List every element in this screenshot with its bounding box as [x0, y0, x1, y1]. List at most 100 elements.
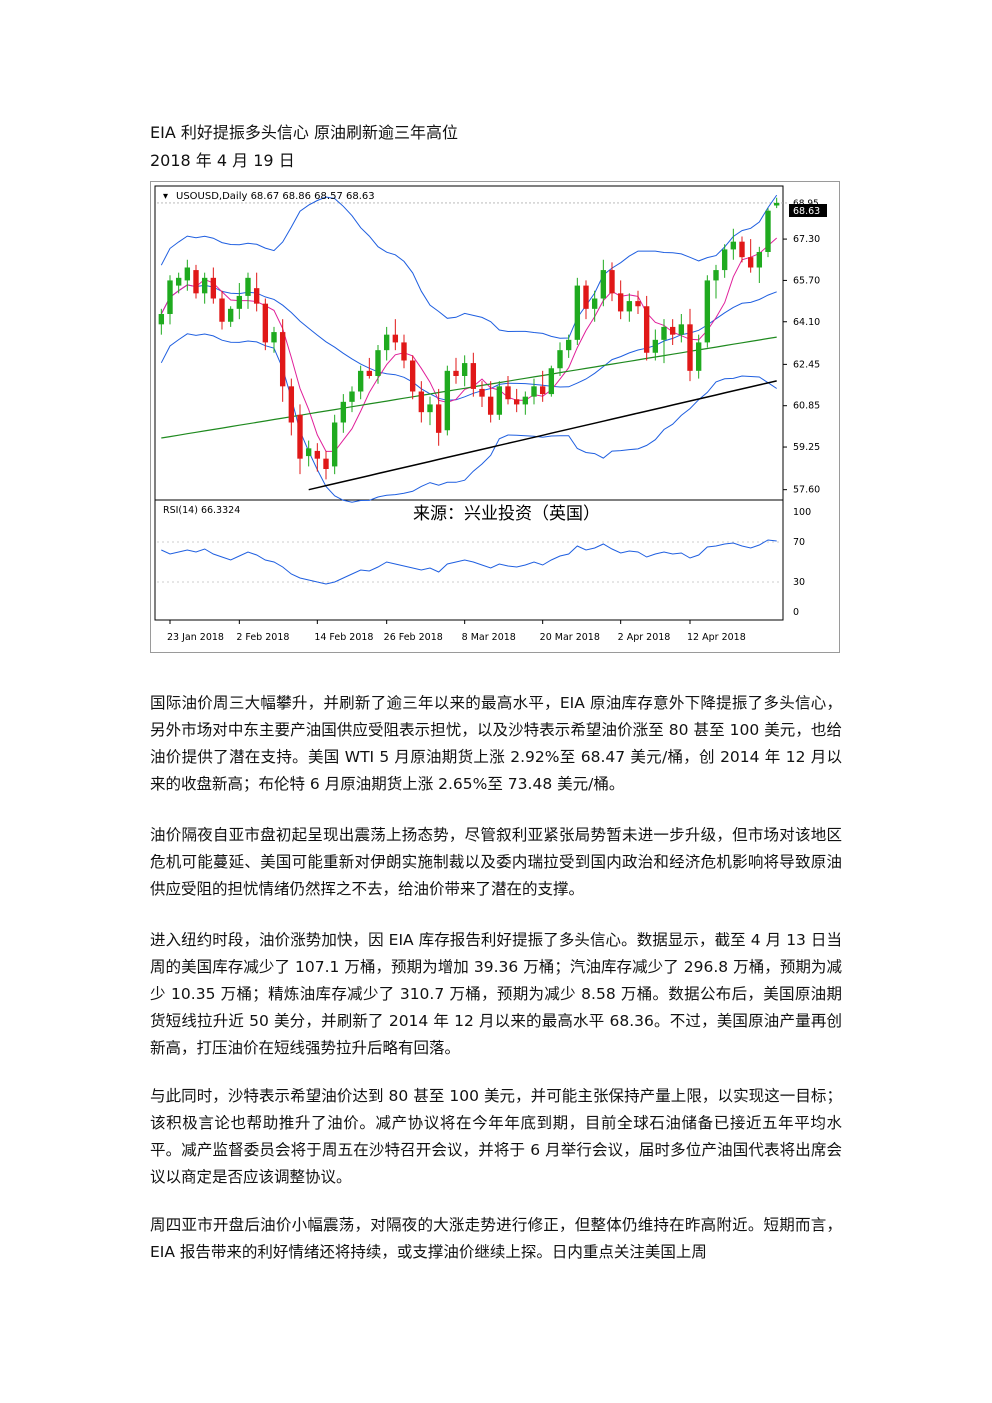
candle-body	[245, 277, 251, 296]
candle-body	[479, 388, 485, 397]
x-tick-label: 2 Apr 2018	[618, 632, 671, 643]
price-tick-label: 67.30	[793, 234, 820, 245]
candle-body	[747, 257, 754, 268]
candle-body	[401, 342, 407, 361]
slow-ma-line	[308, 380, 777, 491]
candle-body	[444, 370, 451, 431]
rsi-tick-label: 70	[793, 537, 805, 548]
candle-body	[617, 293, 624, 312]
candle-body	[713, 270, 719, 281]
candle-body	[539, 386, 546, 395]
candle-body	[461, 363, 468, 376]
x-tick-label: 20 Mar 2018	[540, 632, 600, 643]
candle-body	[470, 363, 477, 389]
candle-body	[721, 249, 728, 271]
candle-body	[435, 404, 442, 433]
mid-ma-line	[161, 336, 777, 439]
price-tick-label: 65.70	[793, 275, 820, 286]
rsi-tick-label: 30	[793, 577, 805, 588]
candle-body	[609, 270, 615, 294]
candle-body	[340, 401, 347, 423]
x-tick-label: 23 Jan 2018	[167, 632, 224, 643]
candle-body	[739, 241, 745, 258]
paragraph-1: 国际油价周三大幅攀升，并刷新了逾三年以来的最高水平，EIA 原油库存意外下降提振…	[150, 694, 842, 793]
candle-body	[314, 450, 321, 459]
candle-body	[375, 350, 381, 376]
candle-body	[505, 386, 511, 400]
candle-body	[643, 306, 650, 353]
price-tick-label: 59.25	[793, 442, 820, 453]
candle-body	[184, 267, 191, 281]
price-chart: ▾ USOUSD,Daily 68.67 68.86 68.57 68.63 R…	[150, 181, 840, 653]
candle-body	[730, 241, 737, 250]
candle-body	[531, 386, 537, 397]
candle-body	[158, 314, 165, 325]
bollinger-lower-line	[160, 333, 777, 503]
symbol-header: USOUSD,Daily 68.67 68.86 68.57 68.63	[176, 191, 375, 202]
rsi-tick-label: 0	[793, 607, 799, 618]
price-tick-label: 64.10	[793, 317, 820, 328]
candle-body	[288, 386, 295, 423]
candle-body	[565, 339, 572, 351]
candle-body	[626, 301, 633, 312]
candle-body	[305, 448, 312, 457]
candle-body	[167, 280, 173, 314]
candle-body	[574, 285, 581, 340]
price-tick-label: 62.45	[793, 359, 820, 370]
candle-body	[427, 404, 433, 413]
candle-body	[357, 370, 364, 392]
candle-body	[392, 334, 399, 343]
price-tick-label: 57.60	[793, 485, 820, 496]
candle-body	[253, 288, 260, 304]
candle-body	[383, 334, 390, 351]
candle-body	[331, 422, 338, 467]
x-tick-label: 12 Apr 2018	[687, 632, 746, 643]
candle-body	[418, 391, 425, 413]
paragraph-5: 周四亚市开盘后油价小幅震荡，对隔夜的大涨走势进行修正，但整体仍维持在昨高附近。短…	[150, 1216, 842, 1261]
candle-body	[548, 368, 555, 395]
last-price-box	[789, 204, 827, 217]
candle-body	[557, 350, 563, 369]
candle-body	[687, 324, 693, 371]
paragraph-2: 油价隔夜自亚市盘初起呈现出震荡上扬态势，尽管叙利亚紧张局势暂未进一步升级，但市场…	[150, 826, 842, 898]
candle-body	[323, 458, 329, 469]
rsi-line	[161, 539, 777, 585]
chart-canvas: ▾ USOUSD,Daily 68.67 68.86 68.57 68.63 R…	[154, 185, 827, 643]
candle-body	[773, 202, 780, 206]
bollinger-upper-line	[160, 194, 778, 339]
candle-body	[522, 396, 529, 405]
candle-body	[279, 332, 286, 387]
source-note: 来源：兴业投资（英国）	[413, 504, 600, 524]
candle-body	[227, 308, 234, 322]
symbol-triangle-icon: ▾	[163, 191, 168, 202]
candle-body	[496, 386, 503, 415]
candle-body	[271, 332, 277, 343]
candle-body	[583, 285, 589, 309]
candle-body	[349, 391, 355, 402]
candle-body	[262, 303, 269, 343]
candle-body	[513, 399, 520, 405]
candle-body	[453, 370, 459, 376]
candle-body	[409, 360, 416, 392]
candle-body	[210, 277, 217, 299]
candle-body	[661, 326, 667, 340]
x-tick-label: 14 Feb 2018	[314, 632, 373, 643]
price-tick-label: 60.85	[793, 401, 820, 412]
candle-body	[600, 270, 607, 299]
candle-body	[678, 324, 685, 335]
paragraph-4: 与此同时，沙特表示希望油价达到 80 甚至 100 美元，并可能主张保持产量上限…	[150, 1087, 842, 1186]
top-price-label: 68.95	[793, 199, 819, 209]
candle-body	[487, 396, 494, 415]
paragraph-3: 进入纽约时段，油价涨势加快，因 EIA 库存报告利好提振了多头信心。数据显示，截…	[150, 931, 842, 1057]
x-tick-label: 26 Feb 2018	[384, 632, 443, 643]
candle-body	[193, 270, 199, 294]
candle-body	[635, 301, 641, 307]
rsi-label: RSI(14) 66.3324	[163, 505, 240, 516]
candle-body	[669, 326, 676, 335]
candle-body	[756, 252, 763, 268]
plot-frame	[154, 185, 784, 621]
bollinger-mid-line	[160, 284, 777, 401]
candle-body	[219, 298, 225, 322]
candle-body	[704, 280, 711, 343]
candle-body	[695, 342, 702, 371]
